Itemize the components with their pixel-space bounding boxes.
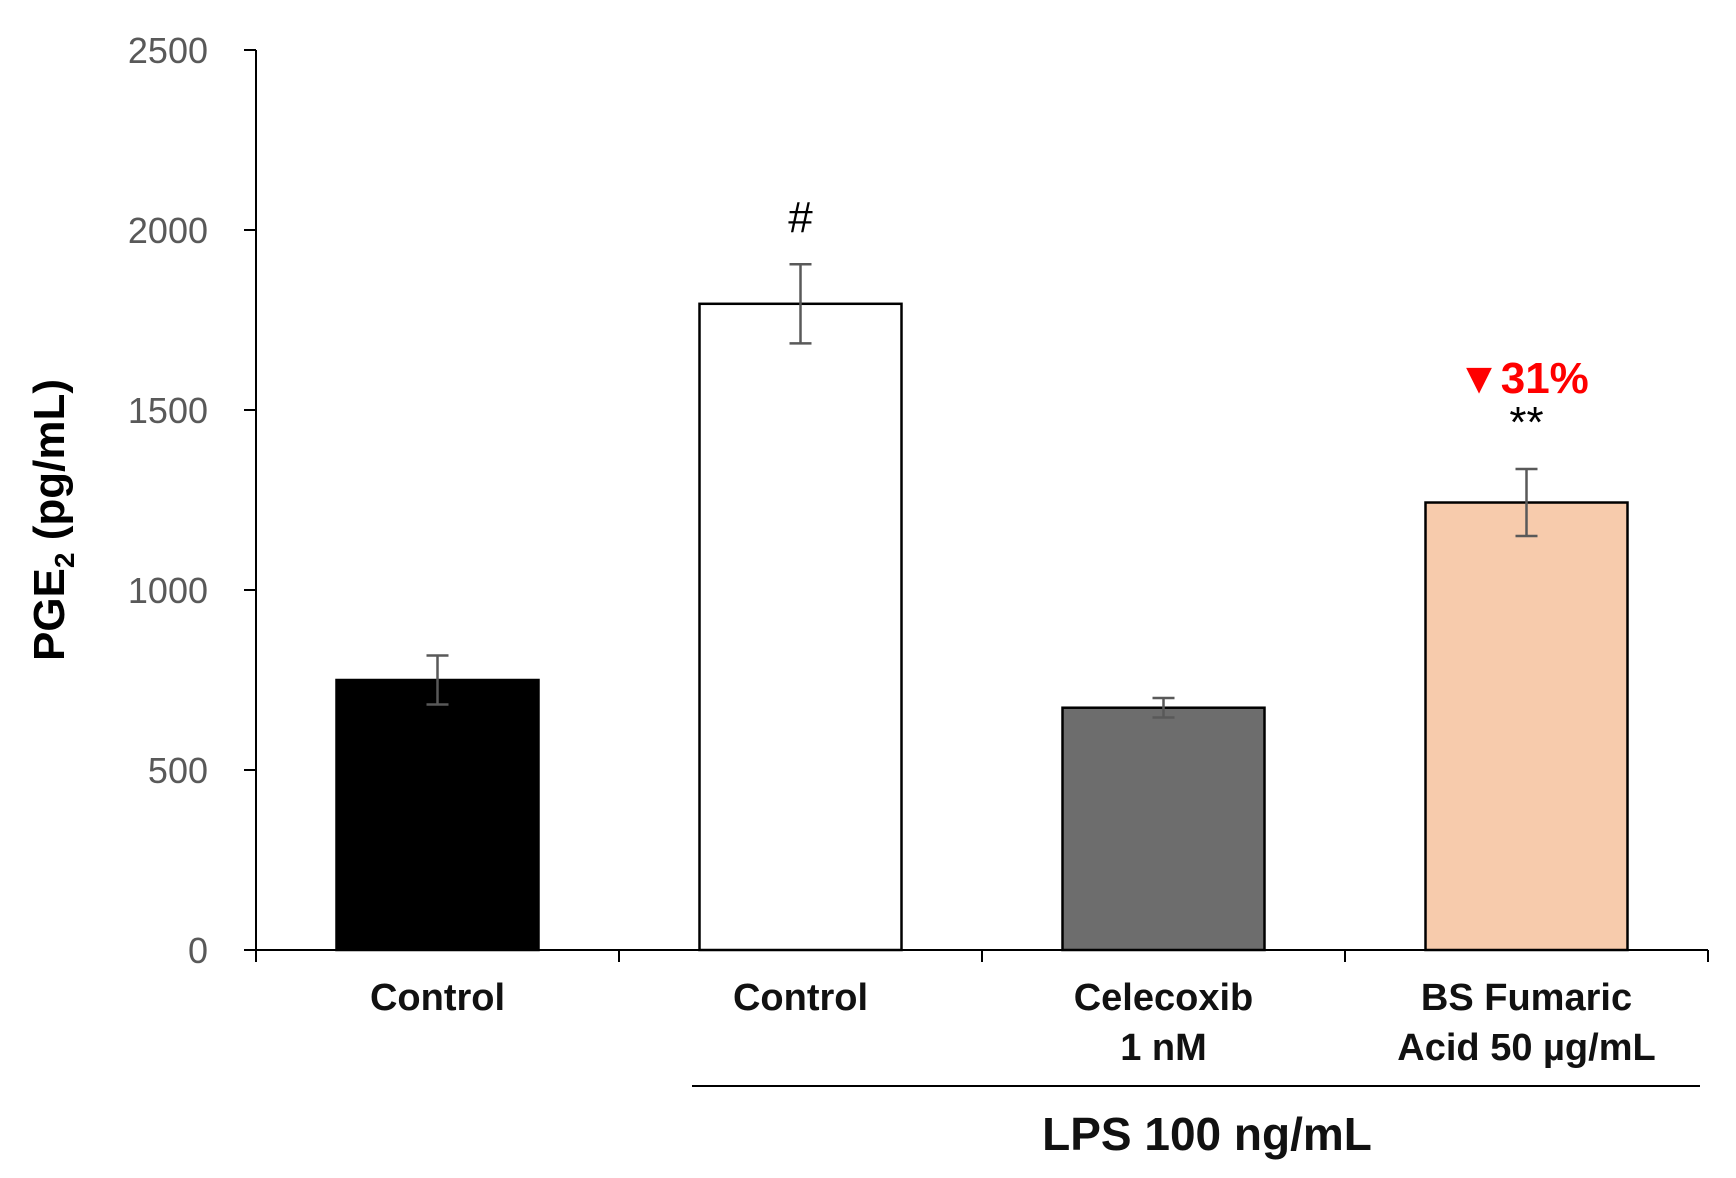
x-category-label-4-line2: Acid 50 µg/mL <box>1397 1027 1655 1069</box>
x-category-label-3-line2: 1 nM <box>1120 1027 1207 1069</box>
y-tick-label: 1000 <box>128 570 208 611</box>
bar-4 <box>1424 501 1629 952</box>
y-axis-title: PGE2 (pg/mL) <box>25 379 80 661</box>
x-category-label-3: Celecoxib <box>1074 977 1254 1019</box>
error-bar-3 <box>1152 696 1175 719</box>
bar-2 <box>698 302 903 952</box>
lps-group-label: LPS 100 ng/mL <box>1042 1108 1372 1160</box>
y-tick-label: 2000 <box>128 210 208 251</box>
error-bar-4 <box>1515 467 1538 538</box>
error-bar-2 <box>789 262 812 345</box>
bar-1 <box>335 678 540 952</box>
y-tick-label: 2500 <box>128 30 208 71</box>
x-category-label-2: Control <box>733 977 868 1019</box>
y-tick-label: 500 <box>148 750 208 791</box>
y-axis-title-subscript: 2 <box>49 553 80 569</box>
x-category-label-1: Control <box>370 977 505 1019</box>
reduction-percent-label: ▼31% <box>1457 354 1589 403</box>
significance-marker-4: ** <box>1509 398 1543 447</box>
y-tick-label: 1500 <box>128 390 208 431</box>
bar-3 <box>1061 706 1266 952</box>
significance-marker-2: # <box>788 193 813 242</box>
y-tick-label: 0 <box>188 930 208 971</box>
error-bar-1 <box>426 654 449 706</box>
x-category-label-4: BS Fumaric <box>1421 977 1632 1019</box>
